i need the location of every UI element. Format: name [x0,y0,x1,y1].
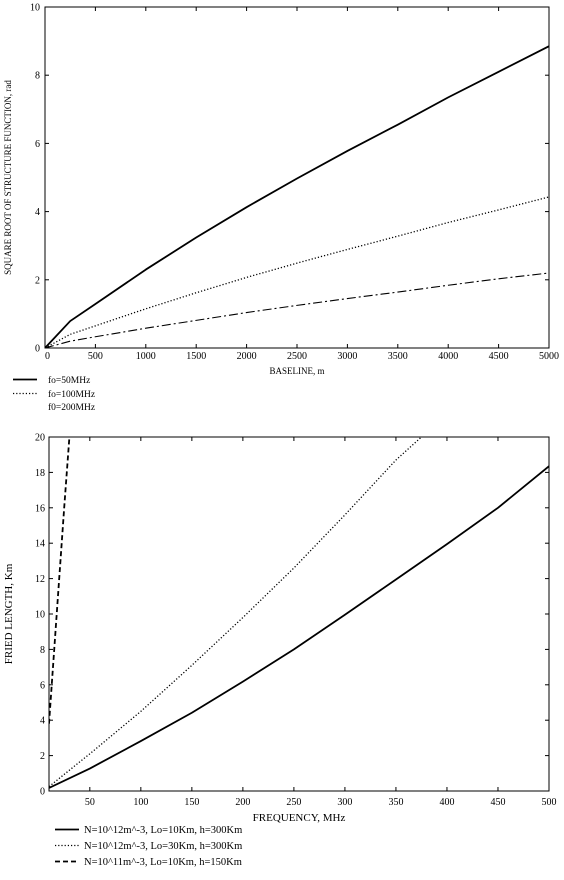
x-tick-label: 3500 [388,351,408,362]
y-tick-label: 16 [35,503,45,514]
x-axis-label: BASELINE, m [270,366,325,376]
x-tick-label: 500 [88,351,103,362]
series-group [45,45,549,348]
x-tick-label: 4500 [489,351,509,362]
y-tick-label: 14 [35,539,45,550]
x-tick-label: 400 [439,797,454,808]
legend-label-2: N=10^12m^-3, Lo=30Km, h=300Km [84,841,242,852]
y-axis-label: SQUARE ROOT OF STRUCTURE FUNCTION, rad [3,80,13,275]
legend-label-3: f0=200MHz [48,402,95,413]
x-tick-label: 0 [45,351,50,362]
y-tick-label: 0 [40,787,45,798]
x-tick-label: 300 [337,797,352,808]
series-line-1 [45,45,549,348]
x-tick-label: 350 [388,797,403,808]
x-tick-label: 150 [184,797,199,808]
series-group [49,437,549,789]
y-tick-label: 4 [40,716,45,727]
legend-label-1: N=10^12m^-3, Lo=10Km, h=300Km [84,825,242,836]
structure-function-chart: 0 2 4 6 8 10 0 500 1000 1500 2000 2500 3000 3500 4000 4… [3,3,559,414]
y-tick-label: 6 [40,680,45,691]
x-tick-label: 450 [490,797,505,808]
y-tick-label: 10 [35,610,45,621]
x-tick-label: 1000 [136,351,156,362]
x-tick-label: 2000 [237,351,257,362]
y-tick-label: 18 [35,468,45,479]
legend-label-2: fo=100MHz [48,389,95,400]
legend-label-1: fo=50MHz [48,375,90,386]
y-tick-label: 8 [35,71,40,82]
x-tick-label: 200 [235,797,250,808]
x-tick-label: 100 [133,797,148,808]
y-tick-label: 2 [40,751,45,762]
y-tick-label: 8 [40,645,45,656]
x-tick-label: 500 [542,797,557,808]
x-tick-label: 50 [85,797,95,808]
y-tick-label: 6 [35,139,40,150]
fried-length-chart: 0 2 4 6 8 10 12 14 16 18 20 50 100 150 200 250 300 350 400… [3,433,557,869]
series-line-2 [49,437,422,788]
y-tick-label: 10 [30,3,40,14]
series-line-3 [45,272,549,348]
x-tick-label: 5000 [539,351,559,362]
series-line-3 [49,437,71,724]
y-axis-label: FRIED LENGTH, Km [3,563,15,664]
x-tick-label: 4000 [438,351,458,362]
y-tick-label: 12 [35,574,45,585]
y-tick-label: 20 [35,433,45,444]
legend-label-3: N=10^11m^-3, Lo=10Km, h=150Km [84,857,242,868]
x-tick-label: 3000 [337,351,357,362]
y-tick-label: 2 [35,275,40,286]
plot-frame [48,436,550,792]
series-line-1 [49,465,549,789]
x-axis-label: FREQUENCY, MHz [253,812,346,824]
x-tick-label: 1500 [186,351,206,362]
x-tick-label: 250 [286,797,301,808]
y-tick-label: 4 [35,207,40,218]
series-line-2 [45,196,549,348]
y-tick-label: 0 [35,344,40,355]
x-tick-label: 2500 [287,351,307,362]
